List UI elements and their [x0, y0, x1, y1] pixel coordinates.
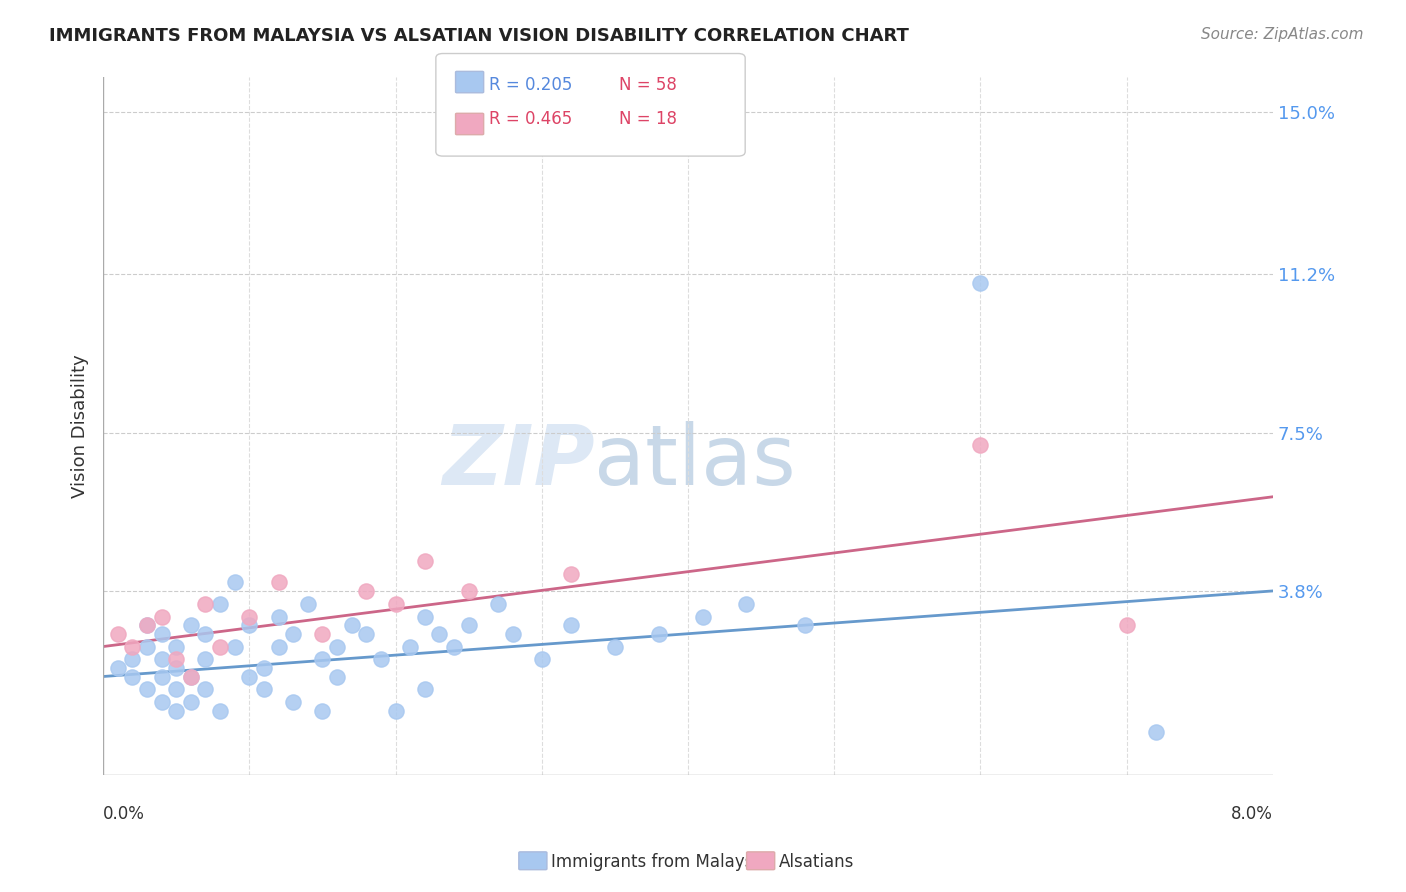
Point [486, 597, 509, 611]
Point [311, 652, 333, 666]
Text: R = 0.465: R = 0.465 [489, 110, 572, 128]
Point [238, 609, 260, 624]
Point [267, 575, 290, 590]
Text: Source: ZipAtlas.com: Source: ZipAtlas.com [1201, 27, 1364, 42]
Point [136, 640, 159, 654]
Point [443, 640, 465, 654]
Point [647, 626, 669, 640]
Point [267, 640, 290, 654]
Point [267, 609, 290, 624]
Point [165, 682, 187, 697]
Point [150, 626, 173, 640]
Text: Alsatians: Alsatians [779, 853, 855, 871]
Text: 0.0%: 0.0% [103, 805, 145, 823]
Point [136, 618, 159, 632]
Text: 8.0%: 8.0% [1230, 805, 1272, 823]
Text: IMMIGRANTS FROM MALAYSIA VS ALSATIAN VISION DISABILITY CORRELATION CHART: IMMIGRANTS FROM MALAYSIA VS ALSATIAN VIS… [49, 27, 910, 45]
Point [180, 669, 202, 683]
Point [194, 652, 217, 666]
Point [413, 682, 436, 697]
Point [370, 652, 392, 666]
Text: Immigrants from Malaysia: Immigrants from Malaysia [551, 853, 768, 871]
Point [413, 554, 436, 568]
Point [224, 575, 246, 590]
Point [603, 640, 626, 654]
Point [121, 669, 143, 683]
Point [180, 618, 202, 632]
Point [457, 583, 479, 598]
Point [326, 669, 349, 683]
Point [560, 618, 582, 632]
Point [194, 626, 217, 640]
Point [150, 695, 173, 709]
Point [107, 661, 129, 675]
Point [457, 618, 479, 632]
Point [121, 640, 143, 654]
Point [107, 626, 129, 640]
Text: N = 18: N = 18 [619, 110, 676, 128]
Point [969, 438, 991, 452]
Text: atlas: atlas [595, 420, 796, 501]
Point [194, 597, 217, 611]
Point [692, 609, 714, 624]
Point [283, 695, 305, 709]
Point [150, 652, 173, 666]
Point [165, 661, 187, 675]
Point [253, 661, 276, 675]
Point [399, 640, 422, 654]
Point [793, 618, 815, 632]
Text: R = 0.205: R = 0.205 [489, 76, 572, 94]
Point [194, 682, 217, 697]
Point [136, 682, 159, 697]
Point [209, 704, 232, 718]
Point [180, 695, 202, 709]
Point [121, 652, 143, 666]
Point [1115, 618, 1137, 632]
Point [209, 597, 232, 611]
Point [356, 583, 378, 598]
Point [560, 566, 582, 581]
Text: N = 58: N = 58 [619, 76, 676, 94]
Text: ZIP: ZIP [441, 420, 595, 501]
Point [311, 626, 333, 640]
Point [136, 618, 159, 632]
Point [384, 597, 406, 611]
Point [165, 640, 187, 654]
Point [326, 640, 349, 654]
Point [413, 609, 436, 624]
Point [283, 626, 305, 640]
Point [297, 597, 319, 611]
Point [238, 618, 260, 632]
Point [735, 597, 758, 611]
Point [165, 652, 187, 666]
Point [502, 626, 524, 640]
Point [150, 609, 173, 624]
Point [356, 626, 378, 640]
Point [180, 669, 202, 683]
Point [340, 618, 363, 632]
Point [224, 640, 246, 654]
Point [311, 704, 333, 718]
Point [253, 682, 276, 697]
Point [1144, 725, 1167, 739]
Point [429, 626, 451, 640]
Point [209, 640, 232, 654]
Point [150, 669, 173, 683]
Point [238, 669, 260, 683]
Point [384, 704, 406, 718]
Y-axis label: Vision Disability: Vision Disability [72, 354, 89, 498]
Point [969, 276, 991, 290]
Point [165, 704, 187, 718]
Point [530, 652, 553, 666]
